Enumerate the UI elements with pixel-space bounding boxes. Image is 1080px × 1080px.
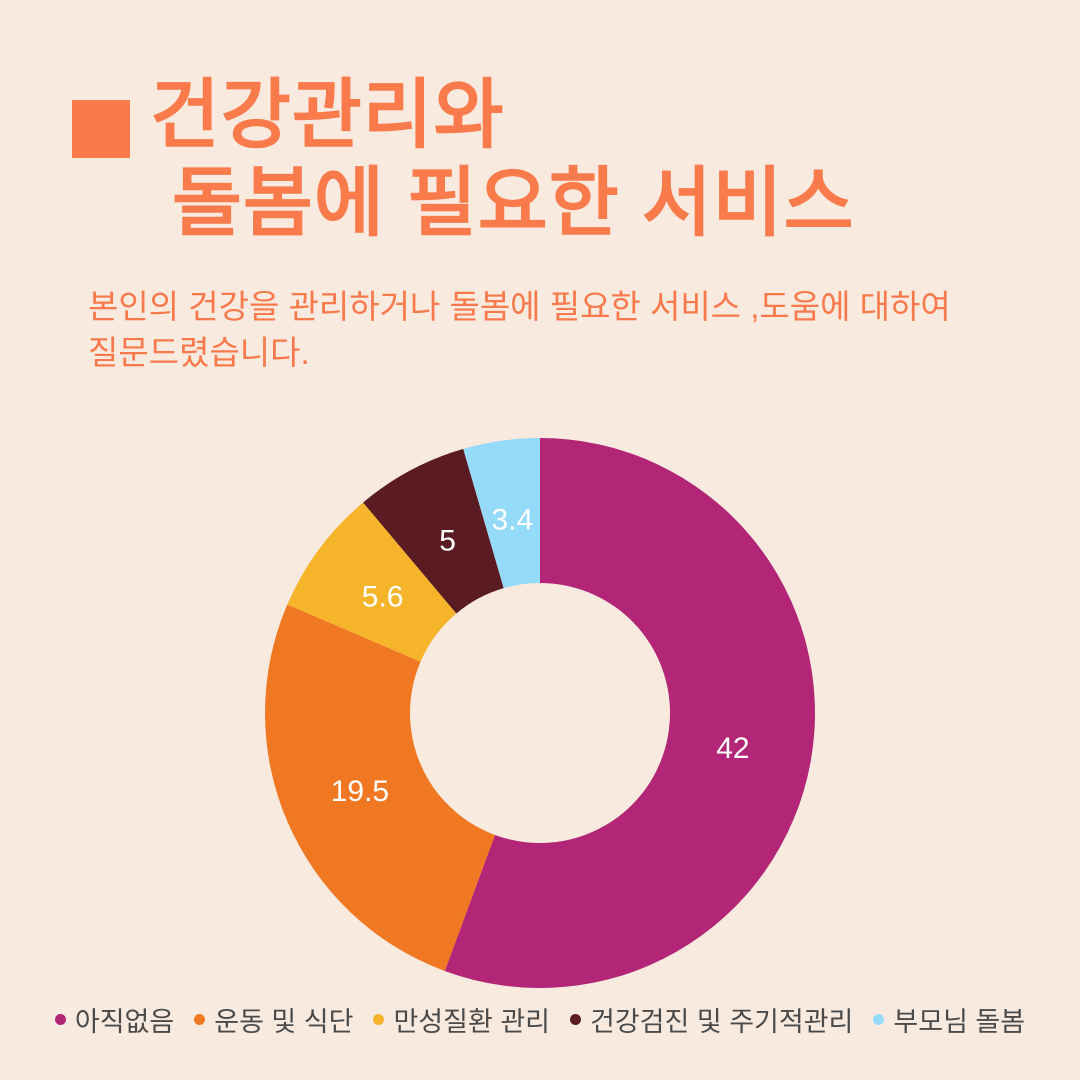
chart-value-label-2: 5.6 bbox=[362, 581, 404, 614]
legend-dot-icon bbox=[873, 1014, 885, 1025]
page-title-line1: 건강관리와 bbox=[150, 73, 505, 158]
legend-item-label: 운동 및 식단 bbox=[214, 1007, 354, 1037]
donut-slice-2 bbox=[287, 502, 457, 662]
chart-value-label-3: 5 bbox=[439, 525, 456, 558]
legend-item-label: 부모님 돌봄 bbox=[893, 1007, 1026, 1037]
legend-item-label: 아직없음 bbox=[74, 1007, 175, 1037]
legend-dot-icon bbox=[194, 1014, 206, 1025]
legend-item-1: 운동 및 식단 bbox=[194, 1000, 353, 1039]
title-bullet-square-icon bbox=[72, 100, 130, 158]
legend-dot-icon bbox=[570, 1014, 581, 1025]
chart-value-label-0: 42 bbox=[716, 732, 749, 765]
donut-slice-0 bbox=[444, 438, 816, 988]
legend-item-label: 만성질환 관리 bbox=[393, 1007, 550, 1037]
chart-legend: 아직없음 운동 및 식단 만성질환 관리 건강검진 및 주기적관리 부모님 돌봄 bbox=[0, 1000, 1080, 1039]
legend-item-2: 만성질환 관리 bbox=[373, 1000, 550, 1039]
donut-slice-3 bbox=[363, 448, 504, 614]
chart-value-label-1: 19.5 bbox=[331, 775, 389, 808]
page-title: 건강관리와 돌봄에 필요한 서비스 bbox=[150, 72, 855, 248]
chart-value-label-4: 3.4 bbox=[492, 503, 534, 536]
legend-item-0: 아직없음 bbox=[54, 1000, 175, 1039]
legend-dot-icon bbox=[54, 1014, 66, 1025]
page-title-line2: 돌봄에 필요한 서비스 bbox=[172, 161, 855, 246]
page-subtitle: 본인의 건강을 관리하거나 돌봄에 필요한 서비스 ,도움에 대하여 질문드렸습… bbox=[88, 284, 951, 376]
legend-item-3: 건강검진 및 주기적관리 bbox=[570, 1000, 853, 1039]
legend-item-label: 건강검진 및 주기적관리 bbox=[590, 1007, 854, 1037]
legend-dot-icon bbox=[373, 1014, 385, 1025]
subtitle-line1: 본인의 건강을 관리하거나 돌봄에 필요한 서비스 ,도움에 대하여 bbox=[88, 288, 951, 325]
subtitle-line2: 질문드렸습니다. bbox=[88, 334, 310, 371]
donut-slice-1 bbox=[265, 604, 495, 971]
legend-item-4: 부모님 돌봄 bbox=[873, 1000, 1025, 1039]
donut-slice-4 bbox=[463, 438, 540, 589]
